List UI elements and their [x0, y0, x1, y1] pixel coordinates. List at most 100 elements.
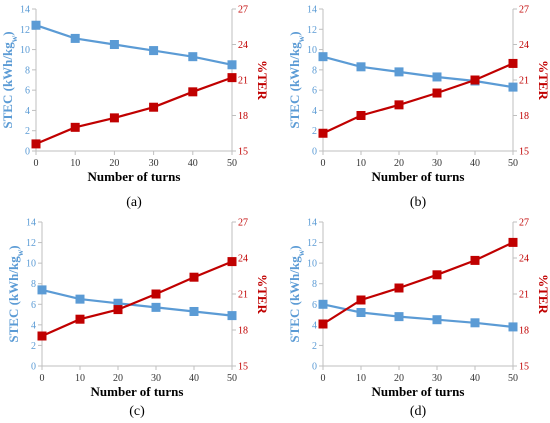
- stec-data-point: [227, 311, 237, 321]
- stec-data-point: [508, 322, 518, 332]
- ter-data-point: [75, 314, 85, 324]
- y-left-axis-label-end: ): [0, 31, 15, 35]
- panel-label: (d): [410, 404, 427, 419]
- x-axis-label: Number of turns: [372, 169, 465, 184]
- y-left-axis-label-subscript: w: [15, 249, 25, 256]
- y-right-tick-label: 21: [519, 290, 529, 301]
- y-right-tick-label: 24: [238, 40, 248, 51]
- stec-data-point: [31, 20, 41, 30]
- x-tick-label: 30: [432, 158, 442, 169]
- x-tick-label: 30: [149, 158, 159, 169]
- y-left-axis-label-main: STEC (kWh/kg: [6, 256, 21, 343]
- y-left-tick-label: 12: [26, 238, 36, 249]
- x-tick-label: 10: [356, 373, 366, 384]
- stec-data-point: [470, 318, 480, 328]
- x-tick-label: 0: [40, 373, 45, 384]
- x-tick-label: 50: [508, 373, 518, 384]
- stec-data-point: [188, 52, 198, 62]
- y-right-tick-label: 15: [519, 147, 529, 158]
- y-left-tick-label: 2: [25, 126, 30, 137]
- ter-data-point: [318, 319, 328, 329]
- ter-data-point: [227, 73, 237, 83]
- y-right-tick-label: 27: [519, 5, 529, 16]
- y-left-tick-label: 0: [31, 362, 36, 373]
- y-left-axis-label-end: ): [287, 245, 302, 249]
- stec-data-point: [75, 294, 85, 304]
- y-left-tick-label: 2: [31, 341, 36, 352]
- y-left-tick-label: 8: [312, 279, 317, 290]
- panel-label: (c): [129, 404, 145, 419]
- y-right-tick-label: 21: [238, 76, 248, 87]
- stec-data-point: [151, 302, 161, 312]
- x-tick-label: 40: [189, 373, 199, 384]
- y-left-tick-label: 4: [312, 320, 317, 331]
- y-left-tick-label: 8: [312, 65, 317, 76]
- ter-data-point: [113, 305, 123, 315]
- ter-data-point: [31, 139, 41, 149]
- y-right-tick-label: 15: [238, 362, 248, 373]
- ter-data-point: [356, 295, 366, 305]
- stec-data-point: [356, 308, 366, 318]
- y-left-axis-label: STEC (kWh/kgw): [6, 245, 25, 342]
- stec-data-point: [109, 40, 119, 49]
- y-left-axis-label: STEC (kWh/kgw): [287, 31, 306, 128]
- stec-data-point: [356, 62, 366, 72]
- stec-data-point: [318, 299, 328, 309]
- ter-data-point: [432, 88, 442, 98]
- y-left-axis-label-subscript: w: [9, 35, 19, 42]
- x-tick-label: 40: [470, 158, 480, 169]
- y-left-tick-label: 4: [312, 106, 317, 117]
- stec-data-point: [394, 67, 404, 77]
- ter-data-point: [37, 331, 47, 341]
- stec-data-point: [37, 285, 47, 295]
- y-left-axis-label-main: STEC (kWh/kg: [287, 256, 302, 343]
- y-left-tick-label: 10: [20, 45, 30, 56]
- x-tick-label: 20: [394, 373, 404, 384]
- stec-data-point: [394, 312, 404, 322]
- stec-data-point: [227, 60, 237, 70]
- y-right-axis-label: %TER: [255, 60, 270, 100]
- y-right-tick-label: 24: [519, 40, 529, 51]
- x-tick-label: 0: [321, 373, 326, 384]
- stec-data-point: [70, 33, 80, 43]
- y-right-tick-label: 18: [238, 326, 248, 337]
- ter-series-line: [322, 241, 514, 325]
- y-right-tick-label: 27: [238, 218, 248, 229]
- stec-series-line: [41, 288, 233, 317]
- x-tick-label: 0: [321, 158, 326, 169]
- y-right-tick-label: 18: [519, 326, 529, 337]
- ter-series-line: [41, 260, 233, 338]
- x-tick-label: 20: [109, 158, 119, 169]
- x-tick-label: 30: [151, 373, 161, 384]
- stec-series-line: [35, 24, 233, 66]
- y-right-axis-label: %TER: [536, 60, 550, 100]
- y-right-tick-label: 27: [519, 218, 529, 229]
- x-tick-label: 30: [432, 373, 442, 384]
- ter-data-point: [470, 75, 480, 85]
- ter-data-point: [149, 102, 159, 112]
- x-axis-label: Number of turns: [88, 169, 181, 184]
- y-right-tick-label: 15: [238, 147, 248, 158]
- y-right-tick-label: 24: [519, 254, 529, 265]
- y-left-tick-label: 14: [307, 218, 317, 229]
- y-left-tick-label: 14: [26, 218, 36, 229]
- stec-data-point: [189, 306, 199, 316]
- y-left-tick-label: 0: [312, 147, 317, 158]
- x-tick-label: 40: [188, 158, 198, 169]
- ter-series-line: [322, 62, 514, 135]
- stec-series-line: [322, 55, 514, 89]
- x-tick-label: 10: [75, 373, 85, 384]
- y-right-tick-label: 18: [519, 111, 529, 122]
- stec-data-point: [318, 52, 328, 62]
- panel-label: (b): [410, 195, 427, 210]
- y-right-tick-label: 27: [238, 5, 248, 16]
- x-tick-label: 20: [113, 373, 123, 384]
- ter-data-point: [508, 58, 518, 68]
- x-tick-label: 40: [470, 373, 480, 384]
- y-left-tick-label: 6: [312, 300, 317, 311]
- panel-label: (a): [126, 195, 142, 210]
